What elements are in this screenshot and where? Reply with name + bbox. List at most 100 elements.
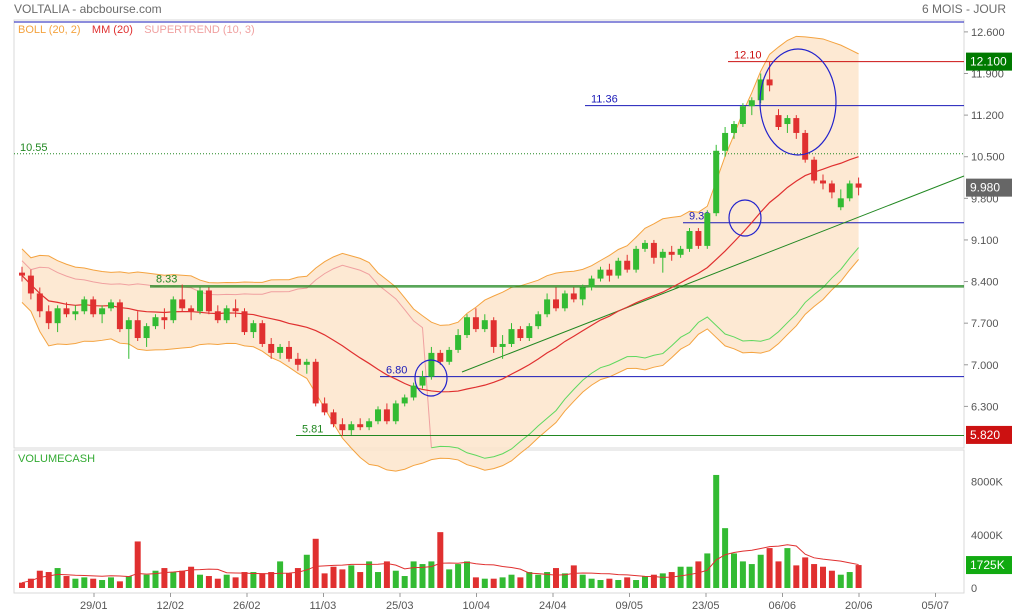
volume-bar — [446, 569, 453, 588]
candle-body — [54, 308, 61, 324]
candle-body — [820, 180, 826, 184]
level-label-5: 6.80 — [386, 365, 407, 377]
volume-bar — [481, 578, 488, 588]
volume-bar — [472, 577, 479, 588]
candle-body — [846, 183, 853, 199]
candle-body — [45, 311, 52, 324]
candle-body — [357, 424, 364, 428]
candle-body — [731, 124, 737, 133]
volume-bar — [170, 572, 177, 588]
volume-bar — [99, 580, 106, 588]
date-tick-label: 05/07 — [922, 600, 950, 612]
candle-body — [704, 213, 711, 246]
candle-body — [205, 290, 212, 312]
badge-high: 12.100 — [970, 55, 1007, 69]
bollinger-lower — [21, 259, 859, 472]
volume-bar — [72, 578, 79, 588]
price-tick-label: 7.000 — [971, 360, 999, 372]
volume-bar — [793, 565, 800, 588]
candle-body — [179, 299, 186, 309]
candle-body — [63, 308, 70, 315]
volume-bar — [339, 569, 346, 588]
bollinger-bands — [21, 35, 859, 472]
volume-bar — [259, 573, 266, 588]
volume-bar — [517, 577, 524, 588]
volume-bar — [704, 553, 711, 588]
candle-body — [472, 317, 479, 330]
volume-bar — [348, 565, 355, 588]
supertrend-bull — [431, 247, 859, 459]
candle-body — [197, 290, 203, 312]
highlight-circle-top — [759, 48, 837, 156]
volume-bar — [642, 576, 648, 588]
candle-body — [339, 424, 346, 431]
volume-bar — [464, 561, 470, 588]
highlight-circles — [414, 48, 837, 397]
price-tick-label: 6.300 — [971, 401, 999, 413]
candle-body — [802, 132, 809, 160]
volume-bar — [775, 561, 782, 588]
level-label-1: 11.36 — [591, 94, 618, 106]
candle-body — [775, 115, 782, 127]
volume-bar — [597, 580, 604, 588]
volume-bar — [428, 561, 435, 588]
candle-body — [428, 352, 435, 377]
moving-average-line — [21, 156, 859, 393]
candle-body — [321, 403, 328, 413]
date-tick-label: 24/04 — [539, 600, 567, 612]
volume-tick-label: 0 — [971, 583, 977, 595]
volume-bar — [303, 554, 310, 588]
level-label-0: 12.10 — [734, 50, 762, 62]
badge-volume: 1725K — [970, 558, 1005, 572]
volume-bar — [286, 573, 292, 588]
price-tick-label: 11.900 — [971, 69, 1004, 81]
volume-title: VOLUMECASH — [18, 453, 96, 465]
volume-bar — [90, 578, 97, 588]
volume-bar — [544, 572, 551, 588]
legend-mm[interactable]: MM (20) — [91, 24, 133, 36]
candle-body — [570, 293, 577, 300]
volume-bar — [277, 561, 284, 588]
candle-body — [793, 118, 800, 133]
candle-body — [464, 317, 470, 336]
volume-bar — [757, 554, 764, 588]
volume-bar — [713, 474, 720, 588]
candle-body — [828, 183, 835, 193]
volume-bar — [143, 574, 150, 588]
candle-body — [116, 302, 123, 330]
volume-bar — [686, 566, 693, 588]
badges: 12.100 9.980 5.820 1725K — [966, 52, 1012, 575]
candle-body — [455, 335, 462, 350]
candle-body — [526, 326, 533, 339]
volume-bar — [553, 568, 559, 588]
legend-supertrend[interactable]: SUPERTREND (10, 3) — [144, 24, 255, 36]
volume-bar — [579, 574, 586, 588]
volume-bar — [668, 572, 675, 588]
legend-boll[interactable]: BOLL (20, 2) — [18, 24, 81, 36]
candle-body — [241, 311, 248, 333]
candle-body — [855, 183, 862, 188]
volume-tick-label: 4000K — [971, 530, 1003, 542]
volume-bar — [437, 532, 444, 588]
candle-body — [668, 251, 675, 255]
price-tick-label: 12.600 — [971, 27, 1005, 39]
candle-body — [90, 299, 97, 315]
volume-bar — [108, 577, 114, 588]
volume-bar — [828, 570, 835, 588]
candle-body — [490, 320, 497, 347]
candle-body — [375, 409, 381, 422]
volume-bar — [223, 574, 230, 588]
volume-bar — [811, 564, 818, 588]
badge-high-bg — [966, 52, 1012, 71]
volume-bar — [330, 566, 337, 588]
badge-low: 5.820 — [970, 428, 1000, 442]
price-tick-label: 8.400 — [971, 277, 999, 289]
volume-bar — [19, 582, 25, 588]
moving-average — [21, 156, 859, 393]
volume-bars — [19, 474, 862, 588]
candle-body — [633, 248, 640, 270]
volume-bar — [455, 564, 462, 588]
volume-bar — [606, 578, 613, 588]
volume-bar — [392, 570, 399, 588]
candle-body — [837, 198, 844, 208]
